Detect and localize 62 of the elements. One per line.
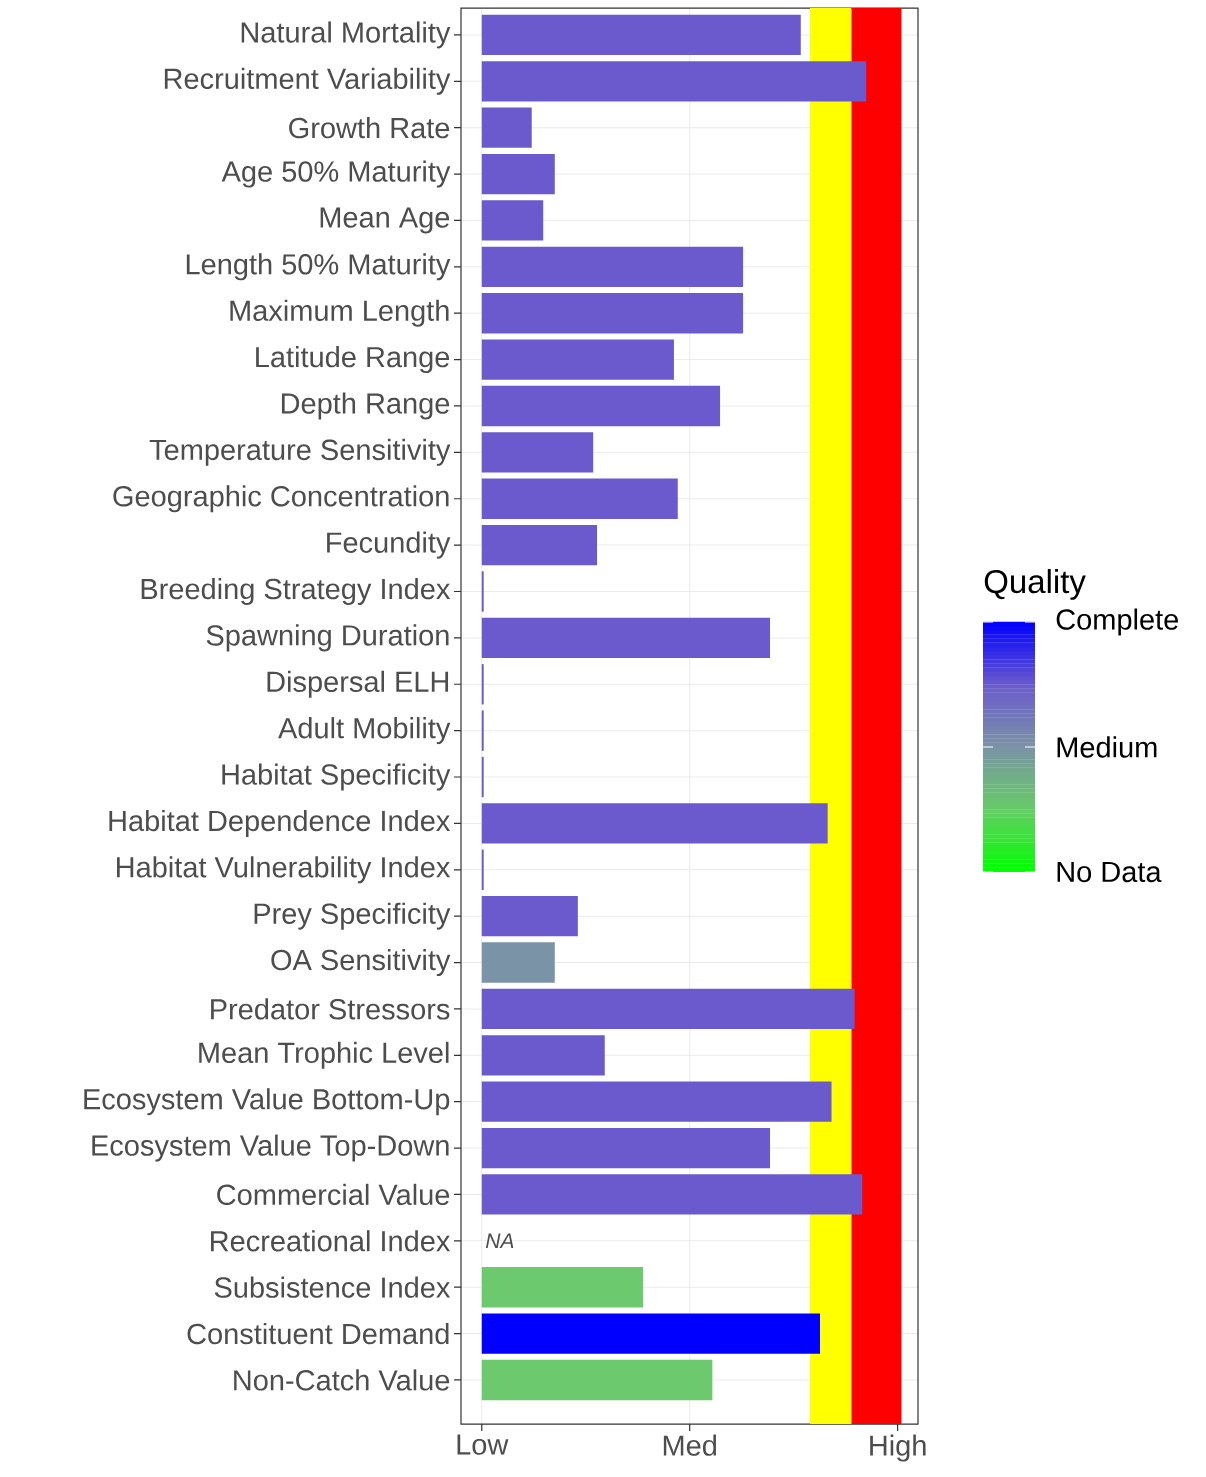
bar [481, 14, 801, 56]
text: High [870, 1434, 926, 1462]
bar [481, 1267, 644, 1308]
y-tick-label: OA Sensitivity [271, 949, 451, 977]
y-tick-label: Recreational Index [211, 1230, 451, 1252]
y-tick-label: Age 50% Maturity [221, 160, 451, 188]
bar [481, 1127, 771, 1169]
text: Med [663, 1434, 717, 1456]
y-tick-label: Depth Range [281, 392, 450, 420]
y-tick-label: Dispersal ELH [267, 670, 449, 698]
bar [481, 1359, 713, 1401]
bar [481, 803, 828, 844]
y-tick-label: Prey Specificity [254, 902, 451, 930]
y-tick-label: Habitat Dependence Index [109, 809, 451, 837]
y-tick-label: Recruitment Variability [164, 67, 451, 95]
y-tick-label: Growth Rate [289, 117, 450, 139]
bar [481, 107, 532, 148]
color-bar-label: No Data [1057, 861, 1162, 883]
y-tick-label: Constituent Demand [187, 1322, 449, 1345]
y-tick-label: Mean Trophic Level [199, 1041, 449, 1069]
bar [481, 1035, 605, 1076]
y-tick-label: Ecosystem Value Bottom-Up [84, 1088, 450, 1116]
y-tick-label: Fecundity [327, 531, 451, 559]
y-tick-label: Non-Catch Value [234, 1369, 450, 1391]
bar [481, 895, 578, 937]
bar [481, 385, 721, 427]
y-tick-label: Maximum Length [230, 299, 449, 327]
y-tick-label: Breeding Strategy Index [141, 577, 451, 606]
bar [481, 246, 744, 287]
color-bar-title: Quality [984, 569, 1086, 600]
bar [481, 200, 544, 241]
bar [481, 524, 598, 566]
bar [481, 988, 855, 1030]
annotation: NA [485, 1233, 514, 1249]
bar [481, 339, 674, 380]
y-tick-label: Length 50% Maturity [186, 253, 451, 281]
y-tick-label: Habitat Vulnerability Index [117, 856, 451, 884]
bar [481, 1081, 832, 1122]
bar [481, 432, 594, 473]
y-tick-label: Predator Stressors [211, 998, 450, 1020]
text: Low [457, 1434, 509, 1455]
y-tick-label: Geographic Concentration [113, 485, 449, 513]
color-bar-label: Complete [1056, 608, 1179, 636]
bar [481, 617, 771, 659]
bar [481, 1313, 820, 1354]
y-tick-label: Habitat Specificity [222, 763, 451, 791]
bar [481, 942, 555, 983]
y-tick-label: Spawning Duration [206, 624, 449, 652]
y-tick-label: Natural Mortality [241, 21, 451, 49]
bar [481, 478, 678, 519]
color-bar-label: Medium [1057, 736, 1157, 758]
bar [481, 293, 744, 334]
y-tick-label: Ecosystem Value Top-Down [92, 1134, 449, 1162]
y-tick-label: Commercial Value [217, 1183, 450, 1206]
bar [481, 61, 867, 102]
y-tick-label: Mean Age [320, 207, 450, 234]
bar [481, 153, 555, 195]
y-tick-label: Adult Mobility [278, 717, 451, 745]
bar [481, 1174, 863, 1215]
y-tick-label: Latitude Range [256, 346, 450, 374]
y-tick-label: Temperature Sensitivity [149, 438, 451, 466]
y-tick-label: Subsistence Index [214, 1276, 451, 1298]
